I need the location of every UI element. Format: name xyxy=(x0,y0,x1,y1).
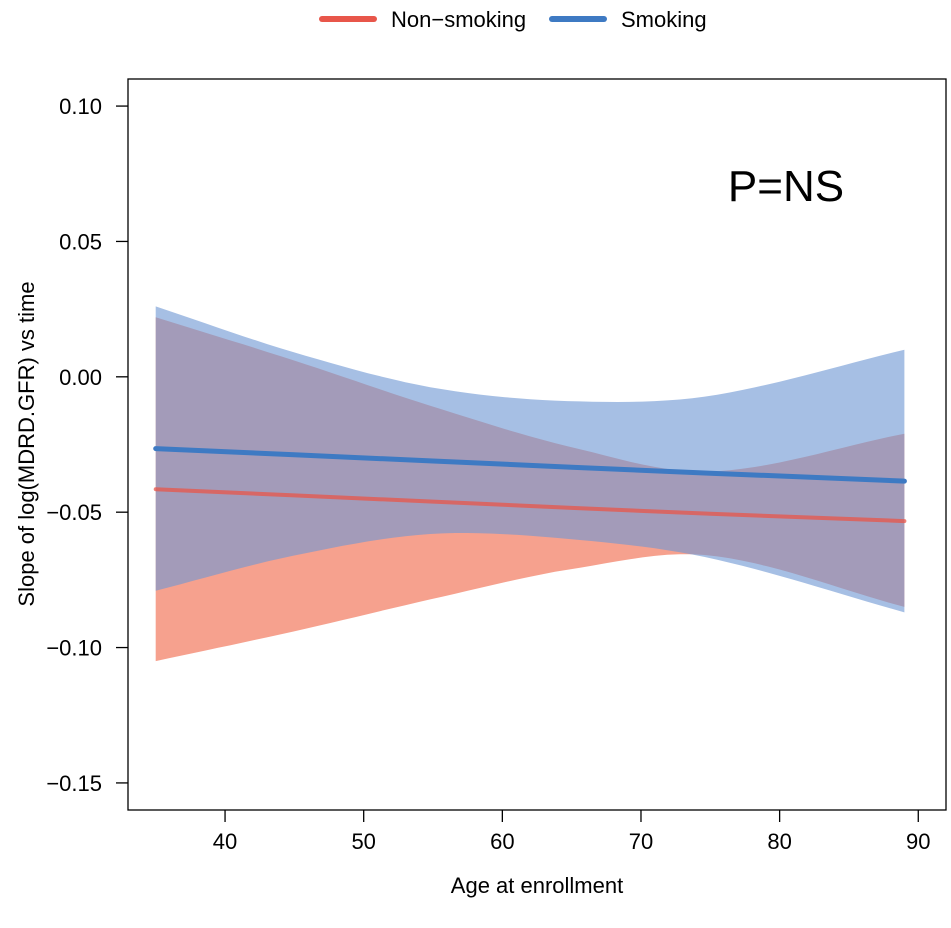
x-tick-label: 60 xyxy=(490,829,514,854)
y-tick-label: 0.10 xyxy=(59,94,102,119)
legend-label: Smoking xyxy=(621,7,707,32)
x-axis-title: Age at enrollment xyxy=(451,873,623,898)
x-tick-label: 70 xyxy=(629,829,653,854)
x-tick-label: 50 xyxy=(351,829,375,854)
y-tick-label: −0.05 xyxy=(46,500,102,525)
legend-label: Non−smoking xyxy=(391,7,526,32)
x-tick-label: 80 xyxy=(767,829,791,854)
plot-frame xyxy=(127,78,947,811)
confidence-bands xyxy=(155,306,905,662)
y-tick-label: −0.15 xyxy=(46,771,102,796)
y-axis-title: Slope of log(MDRD.GFR) vs time xyxy=(14,281,39,606)
line-smoking xyxy=(153,446,907,484)
y-tick-label: 0.05 xyxy=(59,229,102,254)
legend: Non−smoking Smoking xyxy=(319,7,707,32)
band-smoking xyxy=(155,306,905,613)
x-tick-label: 90 xyxy=(906,829,930,854)
series-lines xyxy=(153,446,907,524)
y-tick-label: −0.10 xyxy=(46,636,102,661)
x-axis: 40 50 60 70 80 90 xyxy=(213,810,931,854)
y-axis: 0.10 0.05 0.00 −0.05 −0.10 −0.15 xyxy=(46,94,128,796)
x-tick-label: 40 xyxy=(213,829,237,854)
y-tick-label: 0.00 xyxy=(59,365,102,390)
annotation-p-value: P=NS xyxy=(728,162,844,211)
line-non-smoking xyxy=(153,487,907,524)
